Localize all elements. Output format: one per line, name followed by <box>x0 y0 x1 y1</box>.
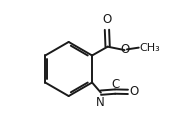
Text: CH₃: CH₃ <box>140 43 160 53</box>
Text: O: O <box>129 85 139 98</box>
Text: O: O <box>102 13 112 26</box>
Text: C: C <box>111 78 119 91</box>
Text: N: N <box>95 96 104 109</box>
Text: O: O <box>121 43 130 56</box>
